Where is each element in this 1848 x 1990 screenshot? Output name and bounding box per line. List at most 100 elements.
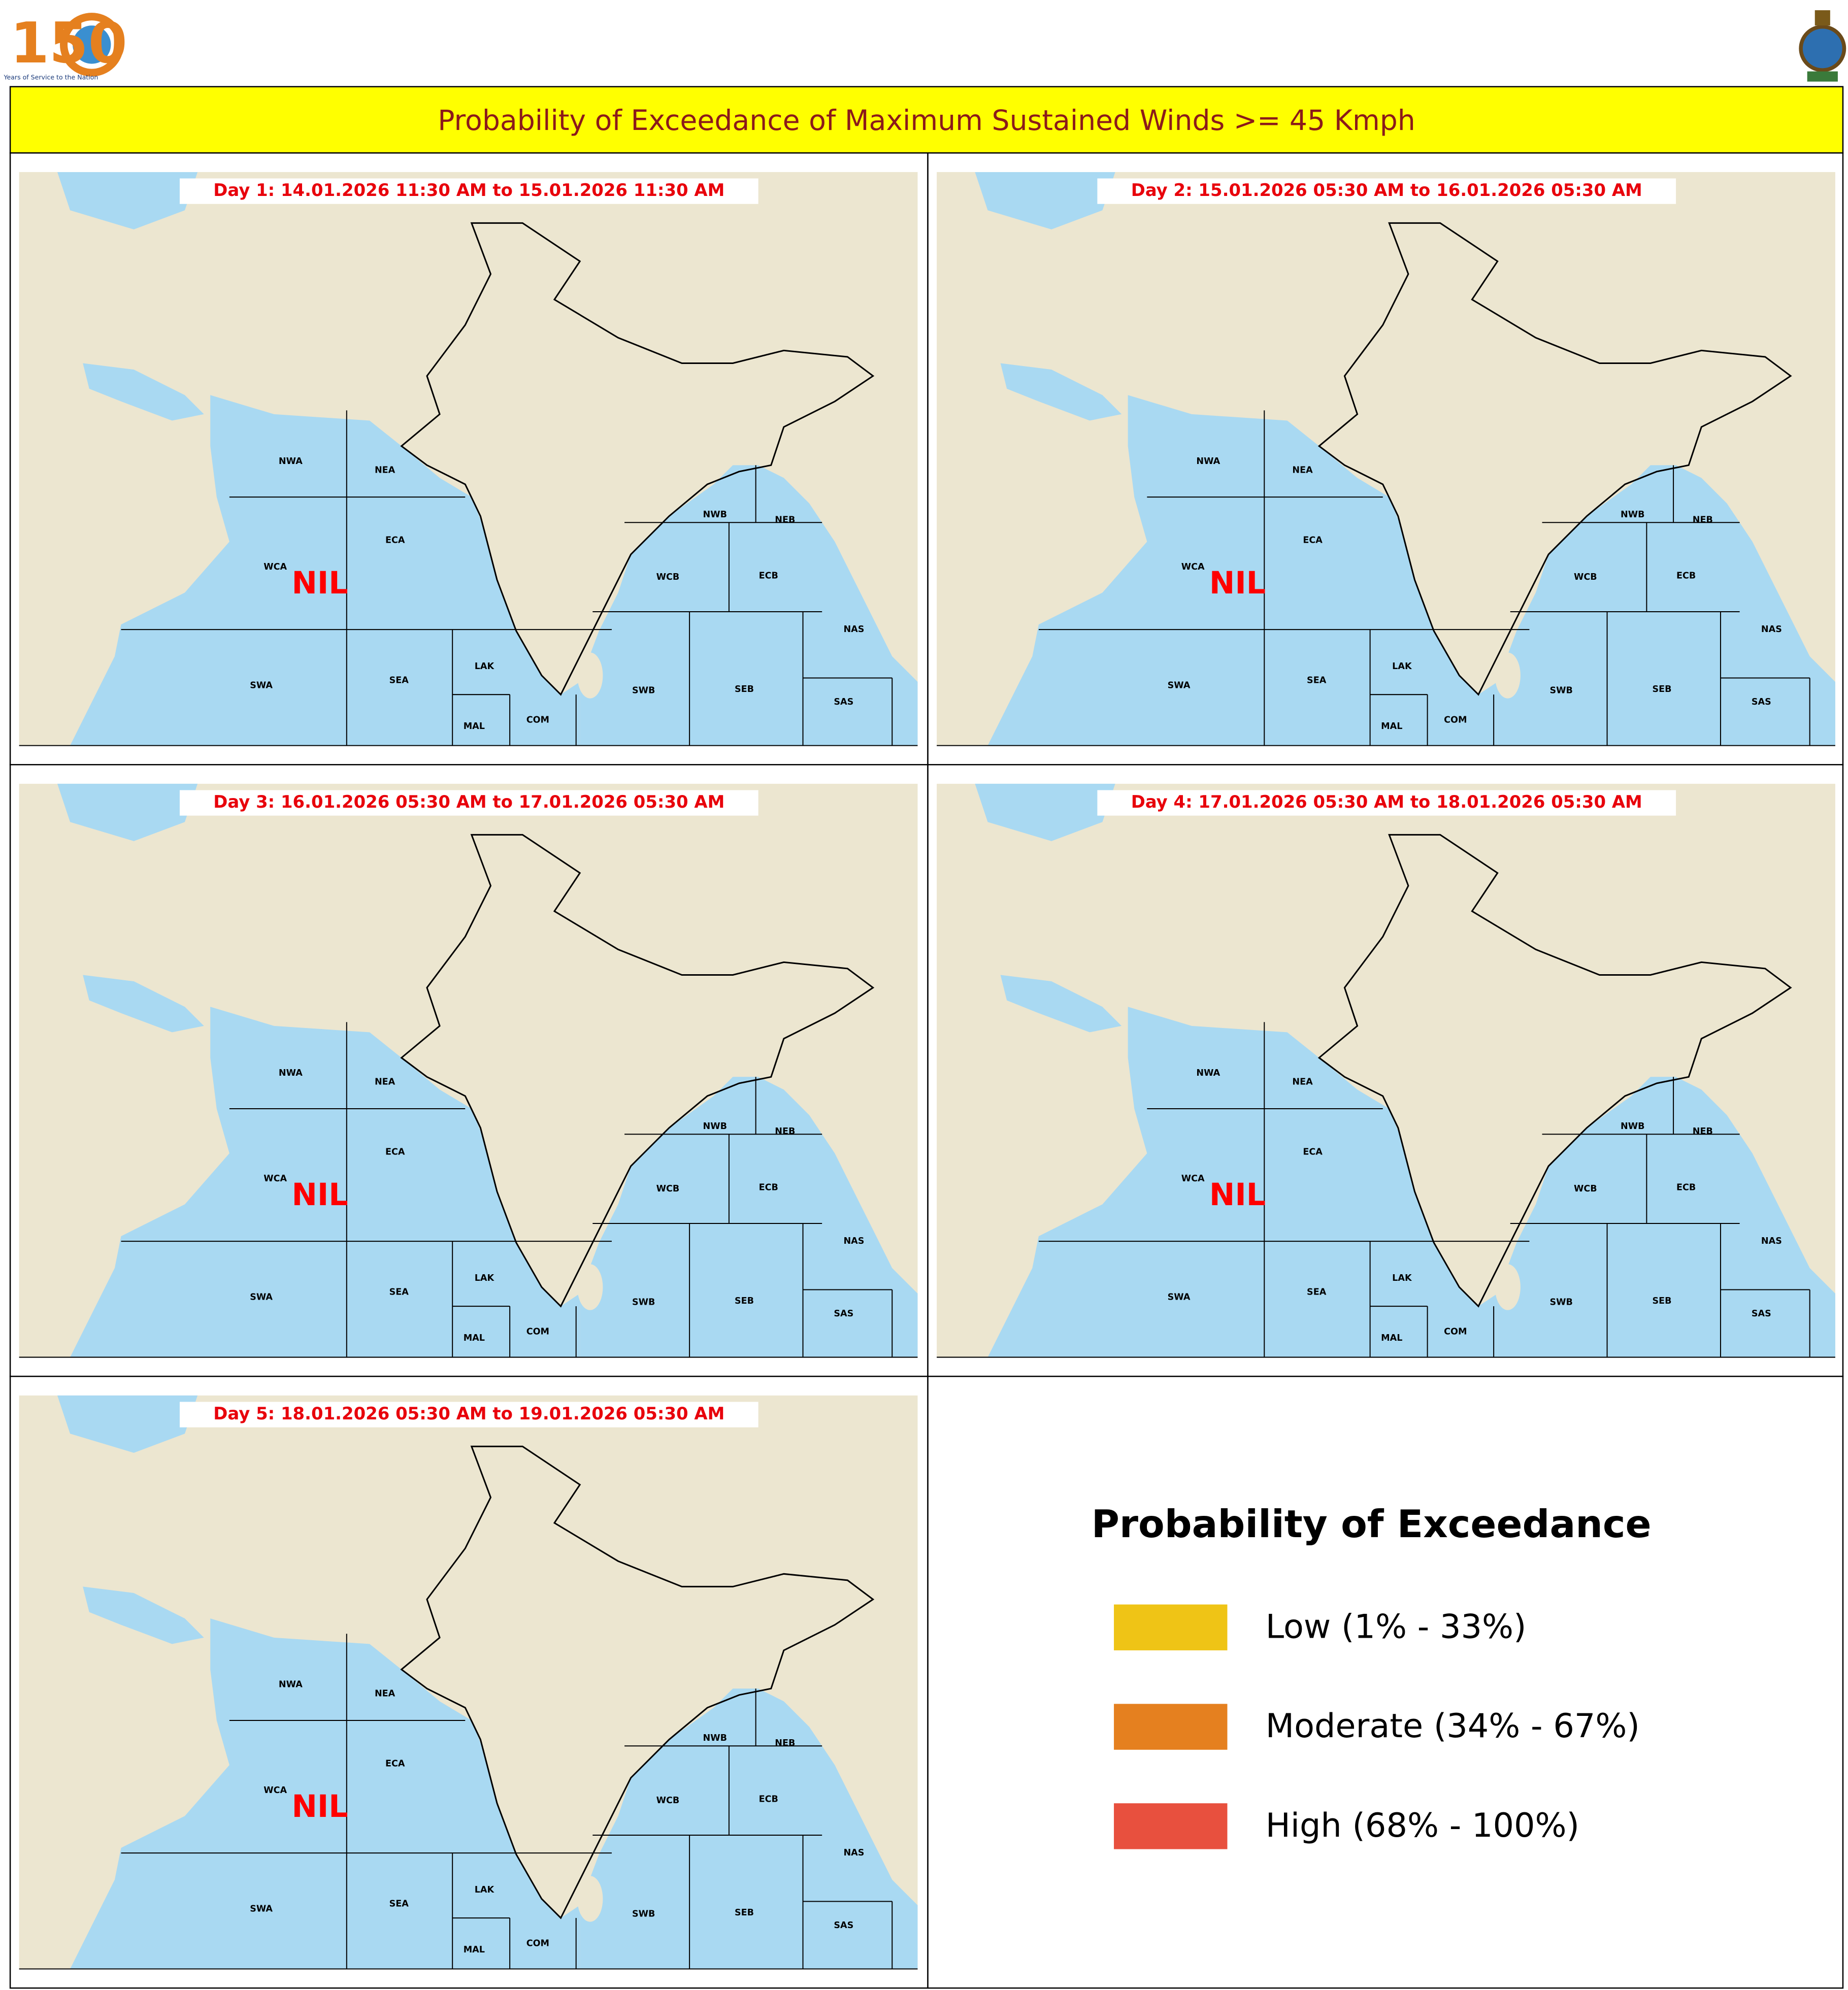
region-label: SWB (1549, 686, 1572, 696)
region-label: NEB (775, 1738, 795, 1748)
region-label: NEA (1292, 1077, 1313, 1087)
region-label: NWA (1196, 1068, 1220, 1078)
region-label: SWA (1168, 681, 1191, 691)
region-label: WCB (1574, 572, 1597, 582)
logo-globe (73, 25, 111, 64)
panel-grid: NWA NEA ECA WCA SWA SEA LAK MAL COM NWB NEB WCB ECB N… (9, 152, 1844, 1989)
region-label: NEB (1693, 515, 1713, 525)
sea (1000, 975, 1122, 1033)
legend: Probability of Exceedance Low (1% - 33%) M… (1092, 1502, 1652, 1849)
region-label: NAS (843, 624, 864, 635)
day-label: Day 1: 14.01.2026 11:30 AM to 15.01.2026… (213, 180, 724, 200)
status: NIL (291, 566, 348, 601)
region-label: COM (1444, 1326, 1467, 1337)
map-panel: NWA NEA ECA WCA SWA SEA LAK MAL COM NWB NEB WCB ECB N… (937, 783, 1835, 1358)
region-label: SWB (632, 1909, 655, 1919)
region-label: ECB (759, 571, 778, 581)
day-label: Day 2: 15.01.2026 05:30 AM to 16.01.2026… (1131, 180, 1642, 200)
india-outline (400, 222, 875, 696)
region-label: LAK (475, 1273, 495, 1283)
region-label: NWA (279, 1068, 303, 1078)
day-label-box (179, 790, 758, 816)
region-label: NWA (279, 1680, 303, 1690)
region-label: LAK (475, 661, 495, 672)
emblem (1799, 10, 1846, 82)
region-label: NWB (703, 510, 727, 520)
india-outline (400, 834, 875, 1308)
sri-lanka (1495, 652, 1521, 699)
legend-title: Probability of Exceedance (1092, 1502, 1652, 1546)
map-panel: NWA NEA ECA WCA SWA SEA LAK MAL COM NWB NEB WCB ECB N… (937, 172, 1835, 746)
region-label: WCA (1181, 1174, 1205, 1184)
status: NIL (291, 1177, 348, 1213)
emblem-seal (1799, 24, 1846, 72)
region-label: COM (1444, 715, 1467, 725)
region-label: LAK (1392, 661, 1412, 672)
sea (975, 172, 1115, 229)
region-label: NWA (1196, 456, 1220, 467)
region-label: SEB (1652, 1296, 1671, 1306)
region-label: SWA (250, 681, 273, 691)
legend-label: Moderate (34% - 67%) (1266, 1707, 1640, 1745)
sea (83, 363, 204, 421)
region-label: COM (526, 1326, 549, 1337)
status: NIL (291, 1789, 348, 1825)
region-label: LAK (475, 1885, 495, 1895)
legend-swatch (1114, 1704, 1228, 1750)
day-label-box (179, 1402, 758, 1428)
india-outline (1317, 222, 1792, 696)
region-label: SAS (834, 697, 853, 707)
region-label: ECA (385, 1147, 405, 1157)
region-label: MAL (1381, 721, 1402, 732)
sea (83, 1586, 204, 1644)
region-label: NAS (843, 1236, 864, 1246)
region-label: WCB (656, 572, 680, 582)
page-title: Probability of Exceedance of Maximum Sus… (438, 105, 1415, 137)
region-label: SAS (834, 1309, 853, 1319)
region-label: SEB (735, 1908, 754, 1918)
day-label-box (1097, 178, 1676, 204)
region-label: SWA (1168, 1292, 1191, 1303)
region-label: NAS (1761, 1236, 1782, 1246)
region-label: NEA (375, 1077, 395, 1087)
status: NIL (1209, 566, 1266, 601)
region-label: SAS (834, 1920, 853, 1931)
legend-label: High (68% - 100%) (1266, 1806, 1579, 1845)
region-label: MAL (1381, 1333, 1402, 1343)
day-label-box (179, 178, 758, 204)
region-label: WCA (263, 1174, 287, 1184)
region-label: WCA (1181, 562, 1205, 572)
region-label: SAS (1752, 1309, 1771, 1319)
region-label: NWB (1621, 1121, 1644, 1132)
region-label: COM (526, 1938, 549, 1948)
region-label: WCA (263, 1785, 287, 1796)
region-label: ECA (1303, 1147, 1323, 1157)
sea (975, 783, 1115, 841)
region-label: SWB (632, 686, 655, 696)
region-label: ECB (759, 1183, 778, 1193)
region-label: SWB (1549, 1298, 1572, 1308)
region-label: NEA (375, 465, 395, 475)
region-label: NWB (703, 1121, 727, 1132)
region-label: NAS (843, 1848, 864, 1858)
region-label: ECA (385, 535, 405, 545)
region-label: SEB (735, 684, 754, 694)
india-outline (400, 1445, 875, 1919)
region-label: ECB (1676, 1183, 1696, 1193)
region-label: NWA (279, 456, 303, 467)
sea (1497, 465, 1835, 746)
sri-lanka (577, 1876, 603, 1922)
legend-swatch (1114, 1604, 1228, 1650)
region-label: WCB (1574, 1184, 1597, 1194)
region-label: NEA (375, 1688, 395, 1699)
logo-number: 150 (10, 11, 127, 76)
logo-subtitle: Years of Service to the Nation (4, 74, 98, 81)
status: NIL (1209, 1177, 1266, 1213)
sea (57, 1395, 198, 1453)
region-label: NAS (1761, 624, 1782, 635)
region-label: SEA (389, 1899, 409, 1909)
region-label: WCA (263, 562, 287, 572)
region-label: ECB (1676, 571, 1696, 581)
logo-ring (59, 13, 124, 77)
